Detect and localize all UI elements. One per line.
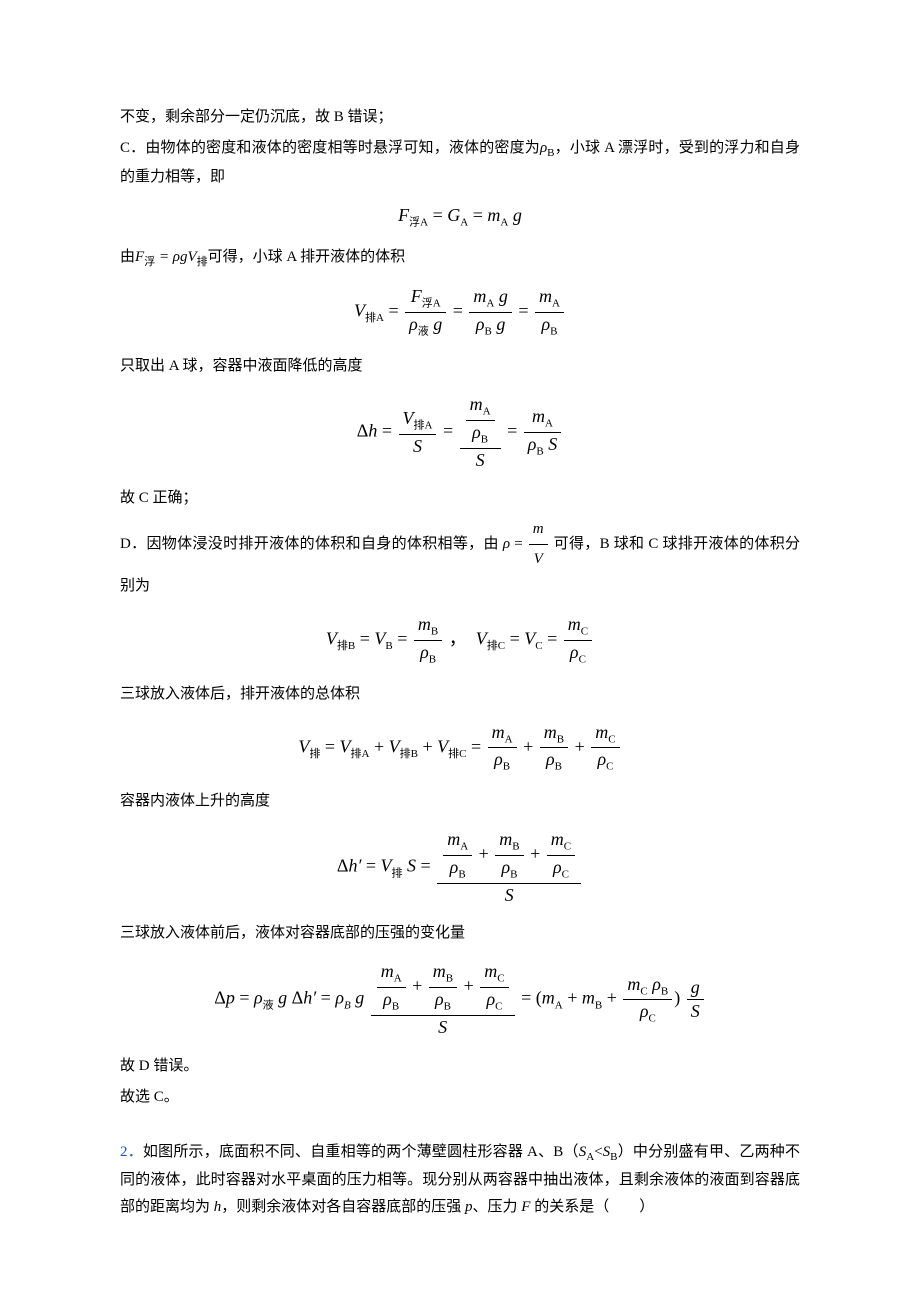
para-b-wrong: 不变，剩余部分一定仍沉底，故 B 错误； — [120, 104, 800, 131]
q2-text-i: ，则剩余液体对各自容器底部的压强 — [221, 1199, 465, 1215]
para-total-v: 三球放入液体后，排开液体的总体积 — [120, 681, 800, 708]
sb-inline: SB — [603, 1144, 618, 1160]
para-remove-a: 只取出 A 球，容器中液面降低的高度 — [120, 353, 800, 380]
q2-text-k: 、压力 — [473, 1199, 522, 1215]
formula-7: Δp = ρ液 g Δh′ = ρB g mAρB + mBρB + mCρC … — [120, 961, 800, 1038]
rho-m-v-inline: ρ = mV — [503, 536, 550, 552]
formula-4: V排B = VB = mBρB ， V排C = VC = mCρC — [120, 614, 800, 667]
para-c-intro: C．由物体的密度和液体的密度相等时悬浮可知，液体的密度为ρB，小球 A 漂浮时，… — [120, 135, 800, 191]
para-d-intro: D．因物体浸没时排开液体的体积和自身的体积相等，由 ρ = mV 可得，B 球和… — [120, 516, 800, 600]
text: D．因物体浸没时排开液体的体积和自身的体积相等，由 — [120, 536, 499, 552]
q2-text-a: 如图所示，底面积不同、自重相等的两个薄壁圆柱形容器 A、B（ — [143, 1144, 579, 1160]
p-inline: p — [465, 1199, 473, 1215]
para-d-wrong: 故 D 错误。 — [120, 1053, 800, 1080]
text: C．由物体的密度和液体的密度相等时悬浮可知，液体的密度为 — [120, 140, 540, 156]
para-answer-c: 故选 C。 — [120, 1084, 800, 1111]
text: 可得，小球 A 排开液体的体积 — [208, 249, 406, 265]
rho-b-inline: ρB — [540, 140, 555, 156]
formula-5: V排 = V排A + V排B + V排C = mAρB + mBρB + mCρ… — [120, 722, 800, 775]
formula-3: Δh = V排AS = mAρB S = mAρB S — [120, 394, 800, 471]
formula-6: Δh′ = V排 S = mAρB + mBρB + mCρC S — [120, 829, 800, 906]
question-number-2: 2． — [120, 1144, 143, 1160]
formula-2: V排A = F浮Aρ液 g = mA gρB g = mAρB — [120, 286, 800, 339]
para-delta-p: 三球放入液体前后，液体对容器底部的压强的变化量 — [120, 920, 800, 947]
f-buoy-inline: F浮 = ρgV排 — [135, 249, 208, 265]
sa-inline: SA — [579, 1144, 594, 1160]
para-derive-1: 由F浮 = ρgV排可得，小球 A 排开液体的体积 — [120, 244, 800, 273]
q2-text-m: 的关系是（ ） — [530, 1199, 654, 1215]
para-rise-h: 容器内液体上升的高度 — [120, 788, 800, 815]
lt: < — [594, 1144, 602, 1160]
text: 由 — [120, 249, 135, 265]
formula-1: F浮A = GA = mA g — [120, 205, 800, 230]
para-c-correct: 故 C 正确； — [120, 485, 800, 512]
question-2: 2．如图所示，底面积不同、自重相等的两个薄壁圆柱形容器 A、B（SA<SB）中分… — [120, 1139, 800, 1222]
